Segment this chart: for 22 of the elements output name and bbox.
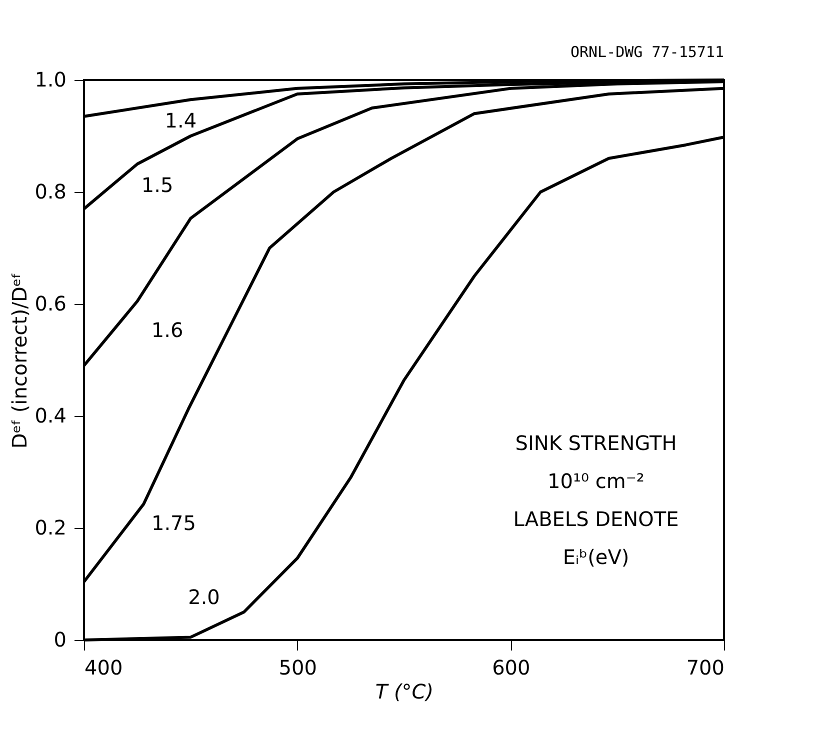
series-label: 1.75 [151,510,196,535]
x-tick-label: 700 [686,656,724,680]
series-label: 1.6 [151,318,184,342]
x-axis-title: T (°C) [375,680,434,704]
annotation: SINK STRENGTH [515,431,677,455]
series-label: 1.4 [164,108,197,133]
x-tick-label: 400 [84,656,123,680]
y-tick-label: 0.4 [34,404,66,428]
y-tick-label: 0.8 [34,180,66,204]
y-axis-title: Dᵉᶠ (incorrect)/Dᵉᶠ [8,272,32,449]
y-tick-label: 0.6 [34,292,66,316]
annotation: LABELS DENOTE [513,507,679,531]
series-label: 2.0 [188,585,220,609]
series-label: 1.5 [141,173,174,197]
y-tick-label: 1.0 [34,68,66,92]
annotation: Eᵢᵇ(eV) [562,545,630,569]
y-tick-label: 0.2 [34,516,66,540]
y-tick-label: 0 [54,628,66,652]
text: ORNL-DWG 77-15711 [570,43,724,61]
annotation: 10¹⁰ cm⁻² [548,469,644,493]
x-tick-label: 600 [492,656,530,680]
x-tick-label: 500 [278,656,317,680]
